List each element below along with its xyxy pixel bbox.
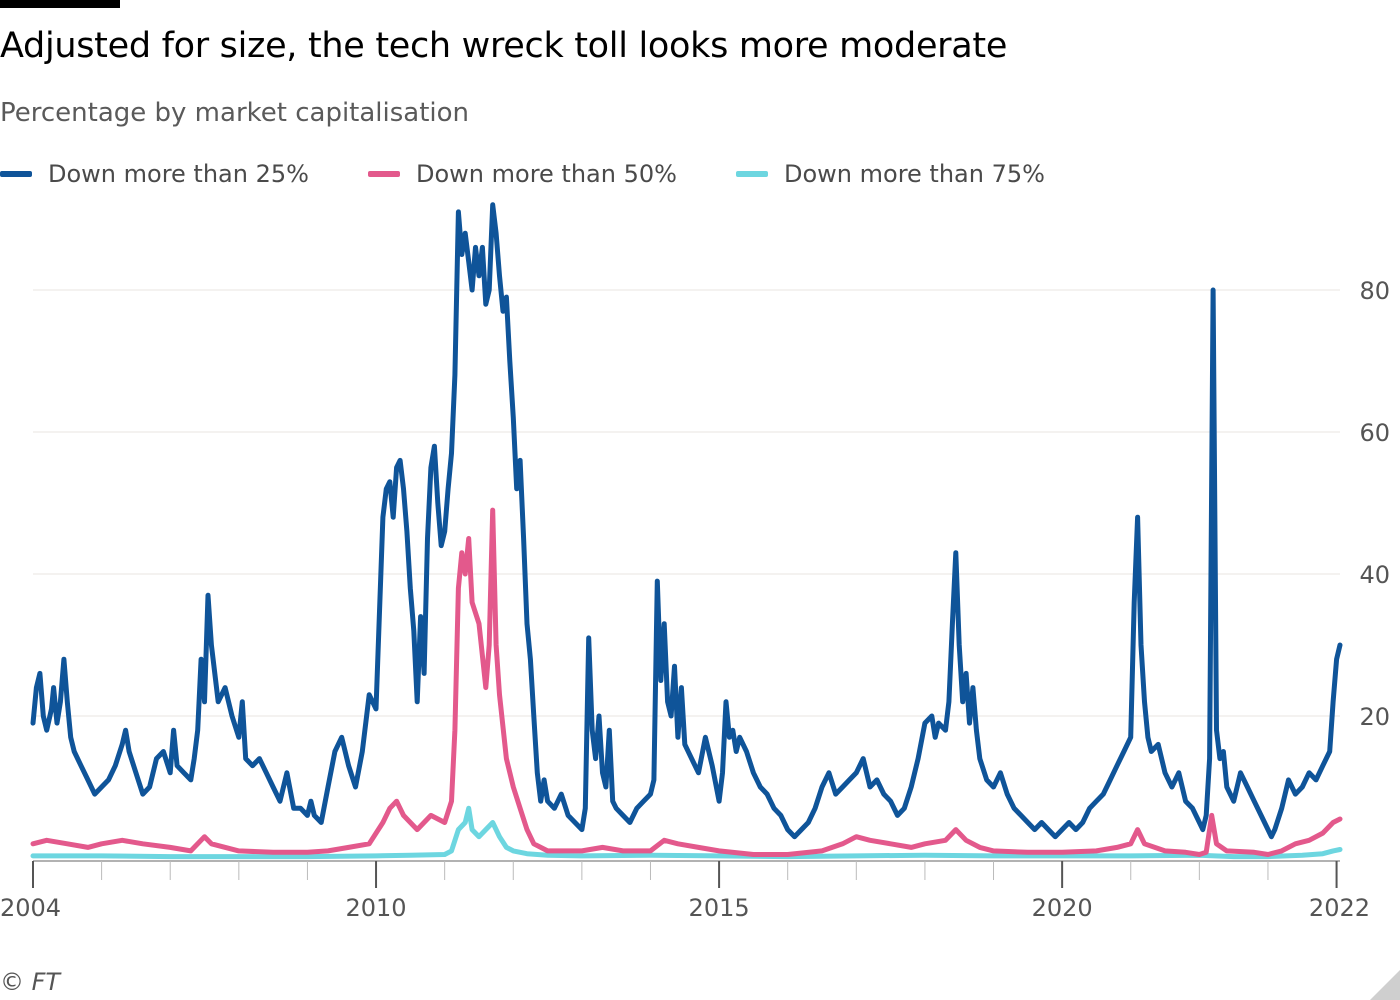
legend-item-25: Down more than 25% [0,160,309,188]
chart-subtitle: Percentage by market capitalisation [0,98,470,128]
x-tick-label-2004: 2004 [0,894,61,922]
corner-fold [1370,970,1400,1000]
legend-swatch-25 [0,171,32,177]
legend-swatch-50 [368,171,400,177]
legend-item-75: Down more than 75% [736,160,1045,188]
legend-item-50: Down more than 50% [368,160,677,188]
x-tick-label-2010: 2010 [346,894,407,922]
ft-accent-bar [0,0,120,8]
x-tick-label-2020: 2020 [1032,894,1093,922]
legend-swatch-75 [736,171,768,177]
legend-label-75: Down more than 75% [784,160,1045,188]
series-line-25 [30,202,1343,840]
y-tick-label-60: 60 [1359,419,1390,447]
legend-label-25: Down more than 25% [48,160,309,188]
source-credit: © FT [0,968,61,996]
y-tick-label-40: 40 [1359,561,1390,589]
legend-label-50: Down more than 50% [416,160,677,188]
y-tick-label-80: 80 [1359,277,1390,305]
series-line-50 [30,507,1343,857]
x-tick-label-2022: 2022 [1309,894,1370,922]
line-chart: 20 40 60 80 2004 2010 2015 2020 2022 [0,202,1390,922]
chart-title: Adjusted for size, the tech wreck toll l… [0,26,1008,66]
x-tick-label-2015: 2015 [689,894,750,922]
y-tick-label-20: 20 [1359,703,1390,731]
